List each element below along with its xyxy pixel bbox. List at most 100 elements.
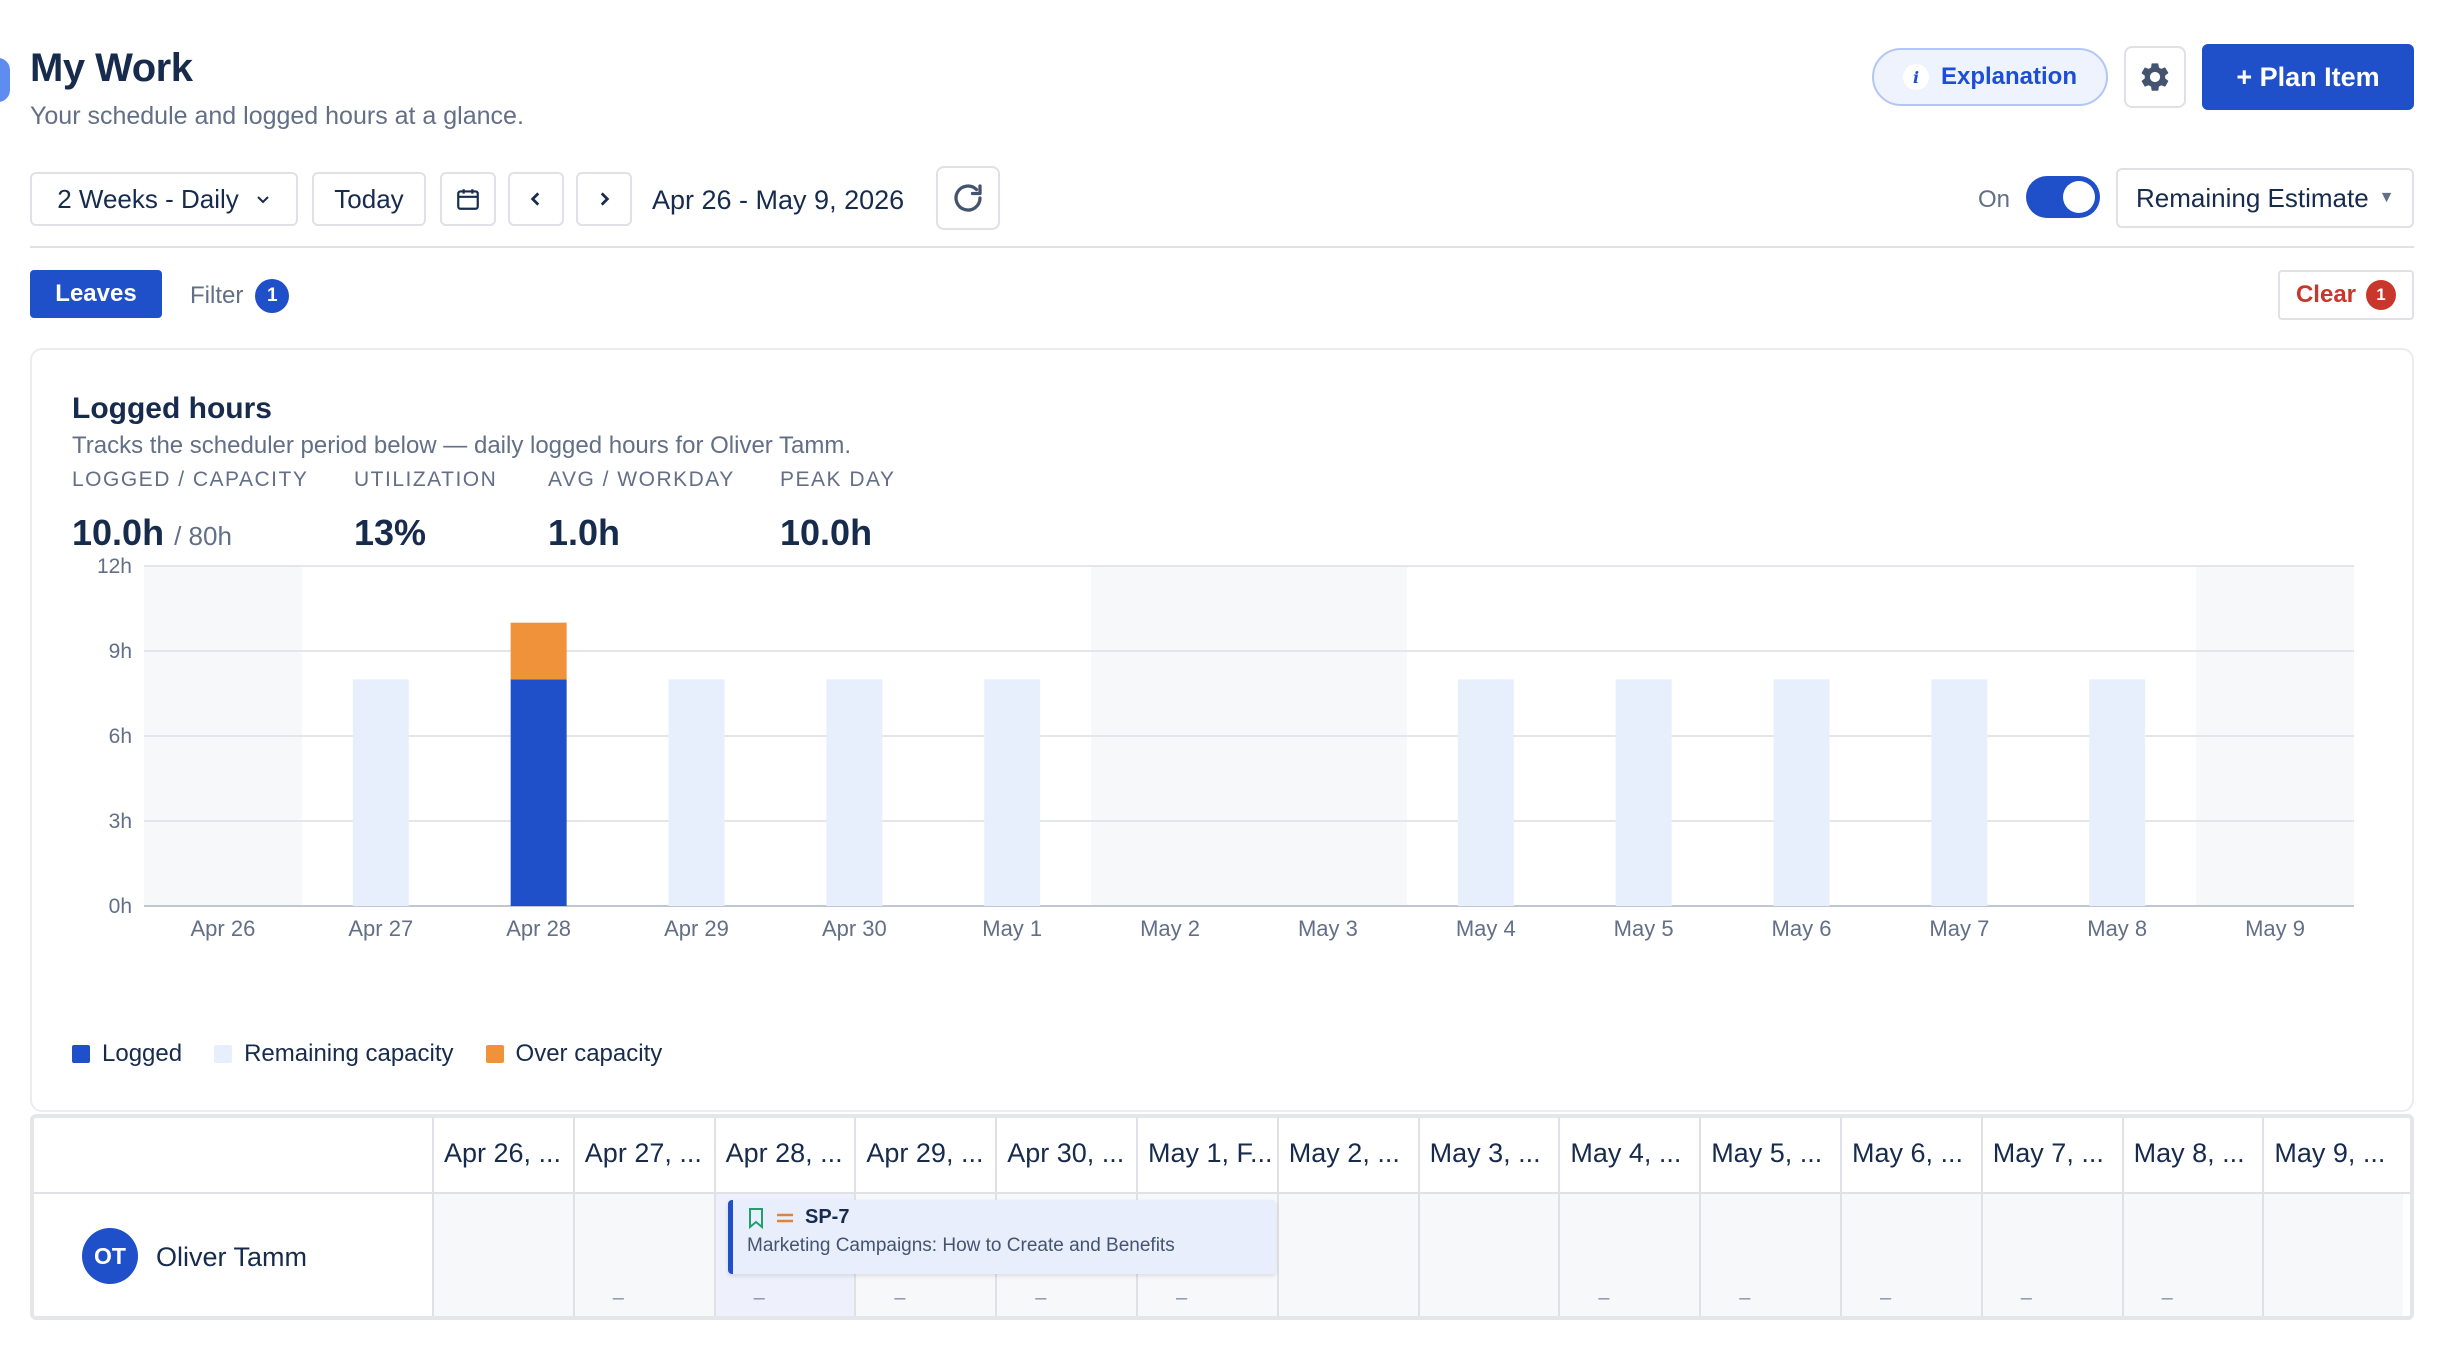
clear-filters-button[interactable]: Clear 1 (2278, 270, 2414, 320)
column-header: Apr 26, ... (432, 1118, 573, 1194)
schedule-cell[interactable]: – (1840, 1194, 1981, 1316)
x-tick-label: Apr 28 (506, 916, 571, 941)
task-title: Marketing Campaigns: How to Create and B… (747, 1235, 1175, 1256)
stat-utilization: UTILIZATION 13% (354, 468, 497, 554)
priority-medium-icon (777, 1213, 793, 1222)
clear-count-badge: 1 (2366, 280, 2397, 310)
calendar-button[interactable] (440, 172, 496, 226)
column-header: May 7, ... (1980, 1118, 2122, 1194)
page-title: My Work (30, 46, 193, 90)
column-header: Apr 29, ... (854, 1118, 995, 1194)
schedule-cell[interactable] (1276, 1194, 1418, 1316)
chart-subtitle: Tracks the scheduler period below — dail… (72, 432, 852, 459)
cell-empty-mark: – (1598, 1287, 1610, 1309)
filter-button[interactable]: Filter 1 (190, 279, 290, 313)
stat-value: 10.0h (72, 512, 165, 553)
column-header: May 1, F... (1136, 1118, 1277, 1194)
stat-logged-capacity: LOGGED / CAPACITY 10.0h / 80h (72, 468, 308, 554)
column-header: May 5, ... (1699, 1118, 1840, 1194)
legend-swatch (72, 1045, 90, 1063)
estimate-mode-label: Remaining Estimate (2136, 182, 2369, 213)
schedule-cell[interactable] (1417, 1194, 1559, 1316)
schedule-cell[interactable]: – (2121, 1194, 2263, 1316)
y-tick-label: 3h (109, 810, 132, 833)
explanation-button[interactable]: i Explanation (1872, 48, 2108, 106)
logged-hours-chart: 0h 3h 6h 9h 12h Apr 26 Apr 27 Apr 28 Apr 29 Apr 3… (97, 555, 2354, 941)
schedule-cell[interactable]: – (1558, 1194, 1700, 1316)
calendar-icon (457, 189, 479, 210)
scheduler-grid: Apr 26, ... Apr 27, ... – Apr 28, ... – Apr 2… (30, 1114, 2414, 1320)
schedule-cell[interactable] (432, 1194, 573, 1316)
next-period-button[interactable] (576, 172, 632, 226)
remaining-estimate-toggle[interactable] (2026, 176, 2100, 218)
stat-label: PEAK DAY (780, 468, 896, 491)
task-card[interactable]: SP-7 Marketing Campaigns: How to Create … (728, 1200, 1276, 1274)
chevron-right-icon (600, 192, 610, 206)
today-button[interactable]: Today (312, 172, 426, 226)
legend-swatch (214, 1045, 233, 1063)
stat-value: 10.0h (780, 512, 873, 553)
schedule-cell[interactable]: – (1980, 1194, 2122, 1316)
cell-empty-mark: – (2161, 1287, 2173, 1309)
toolbar-divider (30, 246, 2414, 248)
chart-title: Logged hours (72, 392, 272, 425)
stat-value-row: 10.0h / 80h (72, 512, 308, 554)
stat-capacity: / 80h (174, 521, 232, 551)
toggle-knob (2063, 181, 2095, 213)
plan-item-button[interactable]: + Plan Item (2202, 44, 2414, 110)
x-tick-label: May 3 (1298, 916, 1358, 941)
stat-avg-workday: AVG / WORKDAY 1.0h (548, 468, 735, 554)
x-tick-label: Apr 26 (191, 916, 256, 941)
x-tick-label: May 9 (2245, 916, 2305, 941)
cell-empty-mark: – (1880, 1287, 1892, 1309)
stat-value: 1.0h (548, 512, 621, 553)
leaves-button[interactable]: Leaves (30, 270, 162, 318)
x-tick-label: May 2 (1140, 916, 1200, 941)
cell-empty-mark: – (753, 1287, 765, 1309)
stat-label: AVG / WORKDAY (548, 468, 735, 491)
column-header: Apr 30, ... (995, 1118, 1136, 1194)
toggle-label: On (1978, 186, 2011, 213)
x-tick-label: May 1 (982, 916, 1042, 941)
view-range-select[interactable]: 2 Weeks - Daily (30, 172, 298, 226)
cell-empty-mark: – (894, 1287, 906, 1309)
column-header: Apr 27, ... (572, 1118, 714, 1194)
bar-remaining-capacity (1615, 679, 1672, 906)
x-tick-label: Apr 30 (822, 916, 887, 941)
page-subtitle: Your schedule and logged hours at a glan… (30, 102, 524, 130)
chart-legend: Logged Remaining capacity Over capacity (72, 1040, 662, 1068)
x-tick-label: Apr 29 (664, 916, 729, 941)
explanation-label: Explanation (1940, 63, 2078, 90)
refresh-button[interactable] (936, 166, 1000, 230)
scheduler-header-row (34, 1118, 2410, 1194)
legend-label: Over capacity (515, 1040, 663, 1067)
column-header: May 9, ... (2262, 1118, 2403, 1194)
x-tick-label: May 8 (2087, 916, 2147, 941)
bar-remaining-capacity (2089, 679, 2146, 906)
column-header: May 6, ... (1840, 1118, 1981, 1194)
stat-value: 13% (354, 512, 427, 553)
date-range-label: Apr 26 - May 9, 2026 (652, 185, 905, 215)
previous-period-button[interactable] (508, 172, 564, 226)
gear-icon (2141, 63, 2169, 91)
column-header: Apr 28, ... (713, 1118, 855, 1194)
clear-label: Clear (2295, 281, 2357, 308)
cell-empty-mark: – (1739, 1287, 1751, 1309)
schedule-cell[interactable]: – (1699, 1194, 1840, 1316)
bookmark-icon (749, 1207, 763, 1229)
settings-button[interactable] (2124, 46, 2186, 108)
caret-down-icon: ▼ (2378, 189, 2395, 206)
task-header: SP-7 (747, 1206, 1276, 1229)
cell-empty-mark: – (2020, 1287, 2032, 1309)
schedule-cell[interactable] (2262, 1194, 2404, 1316)
schedule-cell[interactable]: – (572, 1194, 714, 1316)
sidebar-edge-indicator (0, 58, 10, 102)
y-tick-label: 9h (109, 640, 132, 663)
y-tick-label: 0h (109, 895, 132, 918)
user-name[interactable]: Oliver Tamm (156, 1242, 308, 1272)
task-key: SP-7 (805, 1206, 850, 1228)
avatar[interactable]: OT (82, 1228, 138, 1284)
estimate-mode-select[interactable]: Remaining Estimate ▼ (2116, 168, 2414, 228)
stat-peak-day: PEAK DAY 10.0h (780, 468, 895, 554)
view-range-label: 2 Weeks - Daily (57, 183, 239, 214)
